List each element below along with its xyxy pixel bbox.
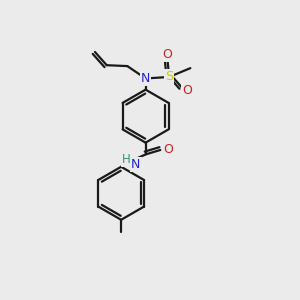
Text: S: S xyxy=(165,70,173,83)
Text: N: N xyxy=(131,158,141,171)
Text: N: N xyxy=(141,72,150,85)
Text: H: H xyxy=(122,153,131,166)
Text: O: O xyxy=(163,48,172,61)
Text: O: O xyxy=(182,84,192,97)
Text: O: O xyxy=(164,143,173,156)
